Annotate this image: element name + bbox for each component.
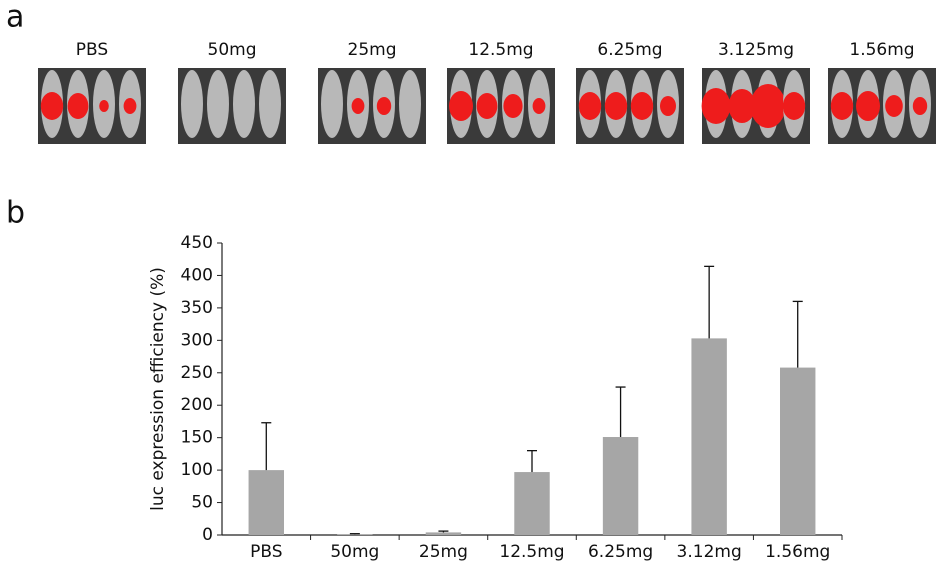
mouse-image xyxy=(447,68,555,144)
signal xyxy=(449,91,473,121)
signal xyxy=(99,100,109,112)
mouse-image xyxy=(318,68,426,144)
y-axis-label: luc expression efficiency (%) xyxy=(148,267,168,511)
error-bar xyxy=(261,423,271,470)
bar xyxy=(514,472,549,535)
y-tick-label: 150 xyxy=(181,428,213,448)
error-bar xyxy=(438,531,448,532)
x-tick-label: 6.25mg xyxy=(588,542,653,562)
signal xyxy=(377,97,391,115)
signal xyxy=(783,92,805,120)
signal xyxy=(913,97,927,115)
y-tick-label: 200 xyxy=(181,395,213,415)
signal xyxy=(702,88,731,124)
mouse-image xyxy=(828,68,936,144)
image-label: 1.56mg xyxy=(849,40,914,60)
signal xyxy=(885,95,903,117)
image-label: PBS xyxy=(76,40,108,60)
mouse xyxy=(207,70,229,138)
signal xyxy=(352,98,365,114)
signal xyxy=(41,92,63,120)
signal xyxy=(533,98,546,114)
signal xyxy=(750,84,785,128)
y-tick-label: 450 xyxy=(181,233,213,253)
signal xyxy=(503,94,522,118)
error-bar xyxy=(704,266,714,338)
mouse xyxy=(259,70,281,138)
image-label: 25mg xyxy=(348,40,397,60)
signal xyxy=(477,93,498,119)
y-tick-label: 300 xyxy=(181,330,213,350)
mouse xyxy=(321,70,343,138)
mouse xyxy=(233,70,255,138)
signal xyxy=(579,92,601,120)
mouse-image xyxy=(38,68,146,144)
image-label: 6.25mg xyxy=(597,40,662,60)
mouse xyxy=(181,70,203,138)
figure: a b luc expression efficiency (%) PBS 50m… xyxy=(0,0,944,570)
x-tick-label: 25mg xyxy=(419,542,468,562)
y-tick-label: 0 xyxy=(202,525,213,545)
mouse-image xyxy=(178,68,286,144)
signal xyxy=(831,92,853,120)
panel-label: a xyxy=(6,0,24,35)
y-tick-label: 100 xyxy=(181,460,213,480)
x-tick-label: PBS xyxy=(250,542,282,562)
mouse xyxy=(399,70,421,138)
panel-label: b xyxy=(6,196,25,231)
image-label: 12.5mg xyxy=(468,40,533,60)
mouse-image xyxy=(576,68,684,144)
y-tick-label: 350 xyxy=(181,298,213,318)
signal xyxy=(631,92,653,120)
x-tick-label: 1.56mg xyxy=(765,542,830,562)
error-bar xyxy=(350,534,360,535)
mouse-image xyxy=(702,68,810,144)
bar xyxy=(249,470,284,535)
bar xyxy=(426,532,461,535)
image-label: 3.125mg xyxy=(718,40,794,60)
x-tick-label: 3.12mg xyxy=(677,542,742,562)
error-bar xyxy=(527,451,537,472)
signal xyxy=(660,96,676,116)
x-tick-label: 12.5mg xyxy=(499,542,564,562)
signal xyxy=(124,98,137,114)
error-bar xyxy=(616,387,626,437)
bar xyxy=(337,534,372,535)
image-label: 50mg xyxy=(208,40,257,60)
signal xyxy=(68,93,89,119)
y-tick-label: 250 xyxy=(181,363,213,383)
bar xyxy=(691,338,726,535)
y-tick-label: 400 xyxy=(181,265,213,285)
error-bar xyxy=(793,301,803,367)
bar xyxy=(603,437,638,535)
y-tick-label: 50 xyxy=(191,493,213,513)
x-tick-label: 50mg xyxy=(330,542,379,562)
bar xyxy=(780,368,815,535)
signal xyxy=(856,91,880,121)
signal xyxy=(605,92,627,120)
